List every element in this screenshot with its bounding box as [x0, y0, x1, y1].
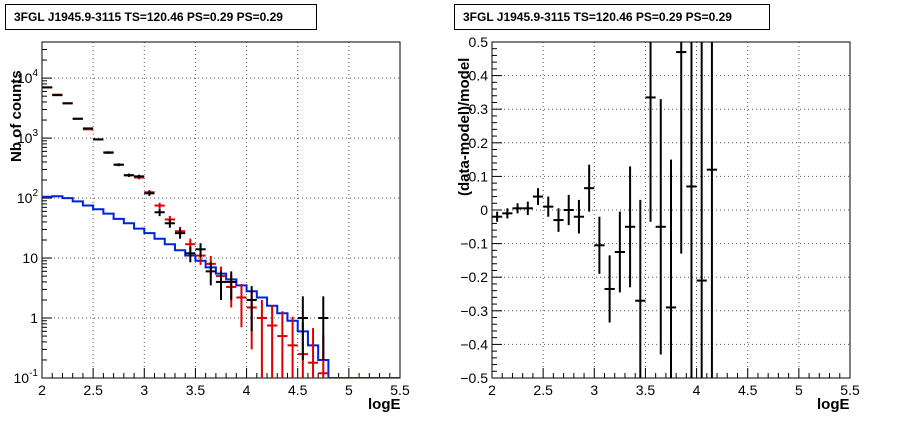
- left-chart-title: 3FGL J1945.9-3115 TS=120.46 PS=0.29 PS=0…: [5, 4, 317, 30]
- y-tick-label: 10-1: [14, 368, 39, 386]
- x-tick-label: 5: [345, 382, 353, 398]
- x-tick-label: 5.5: [390, 382, 410, 398]
- y-tick-label: 1: [30, 310, 38, 326]
- plot-frame: [41, 41, 401, 379]
- x-tick-label: 2: [38, 382, 46, 398]
- y-tick-label: 10: [22, 250, 38, 266]
- right-chart-title: 3FGL J1945.9-3115 TS=120.46 PS=0.29 PS=0…: [454, 4, 770, 30]
- y-tick-exponent: 2: [32, 188, 38, 199]
- x-tick-label: 2: [488, 382, 496, 398]
- x-tick-label: 4.5: [738, 382, 758, 398]
- x-tick-label: 3.5: [636, 382, 656, 398]
- x-tick-label: 4.5: [288, 382, 308, 398]
- y-tick-label: 0.5: [469, 34, 489, 50]
- x-tick-label: 4: [243, 382, 251, 398]
- right-y-axis-title: (data-model)/model: [456, 57, 473, 196]
- left-x-axis-title: logE: [368, 396, 401, 413]
- y-tick-label: 0.4: [469, 68, 489, 84]
- left-y-axis-title: Nb of counts: [8, 70, 25, 162]
- right-x-axis-title: logE: [817, 396, 850, 413]
- y-tick-label: 0: [480, 202, 488, 218]
- x-tick-label: 3: [140, 382, 148, 398]
- y-tick-exponent: -1: [29, 368, 38, 379]
- y-tick-exponent: 3: [32, 128, 38, 139]
- data-layer: [492, 42, 718, 378]
- x-tick-label: 5.5: [840, 382, 860, 398]
- y-tick-label: −0.2: [460, 269, 488, 285]
- plot-1: 2 2.5 3 3.5 4 4.5 5 5.5 −0.5 −0.4 −0.3 −0.2 −0.1 0 0.1…: [460, 34, 860, 398]
- y-tick-label: 0.1: [469, 168, 489, 184]
- x-tick-label: 4: [693, 382, 701, 398]
- y-tick-label: −0.1: [460, 236, 488, 252]
- x-tick-label: 3.5: [186, 382, 206, 398]
- data-layer: [42, 86, 400, 378]
- x-tick-label: 5: [795, 382, 803, 398]
- y-tick-label: 0.2: [469, 135, 489, 151]
- x-tick-label: 3: [590, 382, 598, 398]
- y-tick-exponent: 4: [32, 68, 38, 79]
- y-tick-label: −0.4: [460, 336, 488, 352]
- x-tick-label: 2.5: [533, 382, 553, 398]
- y-tick-label: 102: [17, 188, 39, 206]
- y-tick-label: −0.5: [460, 370, 488, 386]
- y-tick-label: 0.3: [469, 101, 489, 117]
- x-tick-label: 2.5: [83, 382, 103, 398]
- y-tick-label: −0.3: [460, 303, 488, 319]
